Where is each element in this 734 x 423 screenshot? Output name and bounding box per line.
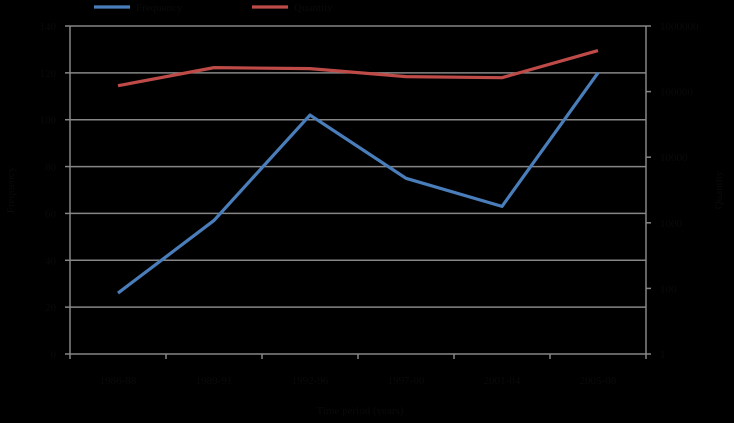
left-axis-title: Frequency bbox=[5, 166, 17, 213]
series-quantity-line bbox=[117, 49, 599, 88]
right-tick-label: 100 bbox=[660, 283, 677, 295]
right-tick-label: 100000 bbox=[660, 87, 694, 99]
left-axis-ticks: 0 20 40 60 80 100 120 140 bbox=[40, 21, 70, 361]
right-tick-label: 1 bbox=[660, 349, 666, 361]
legend: Frequency Quantity bbox=[94, 2, 333, 14]
x-tick-label: 1986-88 bbox=[100, 375, 137, 387]
x-axis-ticks: 1986-88 1989-91 1992-96 1997-00 2001-04 2005-… bbox=[69, 354, 647, 387]
left-tick-label: 60 bbox=[45, 208, 57, 220]
x-tick-label: 2001-04 bbox=[484, 375, 521, 387]
legend-label-frequency: Frequency bbox=[136, 2, 183, 14]
right-tick-label: 10000 bbox=[660, 152, 688, 164]
right-tick-label: 1000 bbox=[660, 218, 683, 230]
legend-label-quantity: Quantity bbox=[294, 2, 333, 14]
series-lines bbox=[117, 49, 600, 295]
x-tick-label: 1992-96 bbox=[292, 375, 329, 387]
left-tick-label: 20 bbox=[45, 302, 57, 314]
x-tick-label: 2005-08 bbox=[580, 375, 617, 387]
x-tick-label: 1997-00 bbox=[388, 375, 425, 387]
right-axis-ticks: 1 100 1000 10000 100000 1000000 bbox=[646, 21, 699, 361]
left-tick-label: 120 bbox=[40, 68, 57, 80]
axes bbox=[69, 26, 647, 355]
left-tick-label: 80 bbox=[45, 162, 57, 174]
x-axis-title: Time period (years) bbox=[317, 405, 404, 417]
left-tick-label: 100 bbox=[40, 115, 57, 127]
series-frequency-line bbox=[117, 71, 600, 295]
right-axis-title: Quantity bbox=[713, 170, 725, 209]
right-tick-label: 1000000 bbox=[660, 21, 699, 33]
left-tick-label: 40 bbox=[45, 255, 57, 267]
x-tick-label: 1989-91 bbox=[196, 375, 233, 387]
left-tick-label: 140 bbox=[40, 21, 57, 33]
left-tick-label: 0 bbox=[51, 349, 57, 361]
